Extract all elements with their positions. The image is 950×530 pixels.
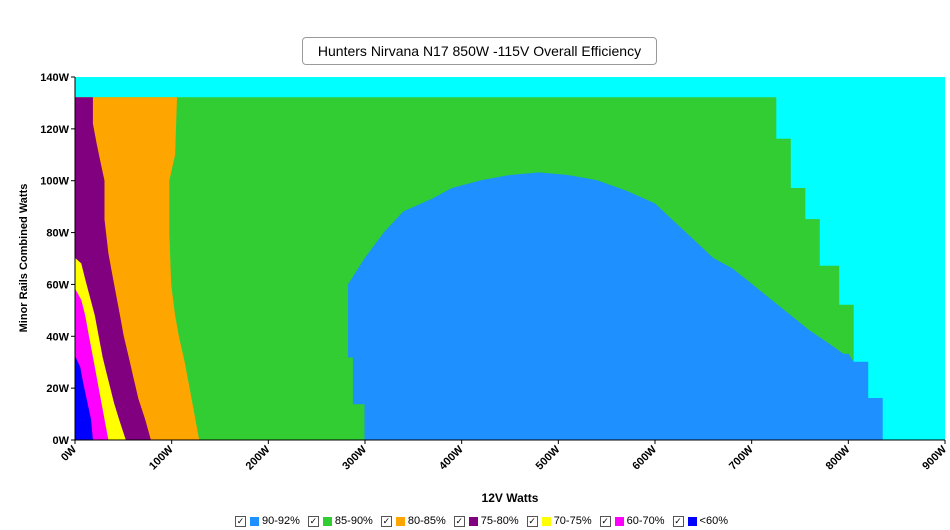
legend-swatch (541, 516, 551, 526)
legend-item[interactable]: ✓ 80-85% (380, 515, 446, 527)
legend-label: 75-80% (480, 515, 519, 527)
chart-title: Hunters Nirvana N17 850W -115V Overall E… (302, 37, 657, 65)
y-tick-label: 20W (46, 383, 69, 395)
legend-label: 60-70% (626, 515, 665, 527)
x-tick-label: 300W (340, 443, 369, 472)
legend-label: 80-85% (407, 515, 446, 527)
y-tick-label: 120W (40, 124, 69, 136)
legend-swatch (322, 516, 332, 526)
legend-label: 90-92% (262, 515, 300, 527)
x-tick-label: 200W (244, 443, 273, 472)
legend-checkbox[interactable]: ✓ (380, 515, 392, 527)
legend: ✓ 90-92% ✓ 85-90% ✓ 80-85% ✓ 75-80% ✓ 70-75% ✓ 60-7… (235, 513, 736, 529)
legend-swatch (468, 516, 478, 526)
plot-area (74, 77, 945, 441)
legend-item[interactable]: ✓ 75-80% (453, 515, 519, 527)
x-tick-label: 900W (920, 443, 949, 472)
legend-checkbox[interactable]: ✓ (599, 515, 611, 527)
y-tick-label: 0W (53, 435, 70, 447)
region-90-92 (348, 172, 883, 441)
y-tick-label: 60W (46, 279, 69, 291)
legend-checkbox[interactable]: ✓ (672, 515, 684, 527)
x-tick-label: 400W (437, 443, 466, 472)
x-tick-label: 500W (534, 443, 563, 472)
legend-swatch (395, 516, 405, 526)
y-tick-label: 140W (40, 72, 69, 84)
legend-label: 70-75% (553, 515, 592, 527)
legend-item[interactable]: ✓ 60-70% (599, 515, 665, 527)
y-axis-label: Minor Rails Combined Watts (18, 184, 30, 333)
y-tick-label: 100W (40, 176, 69, 188)
legend-checkbox[interactable]: ✓ (526, 515, 538, 527)
legend-swatch (687, 516, 697, 526)
legend-label: 85-90% (334, 515, 373, 527)
region--60 (74, 356, 93, 441)
legend-checkbox[interactable]: ✓ (307, 515, 319, 527)
x-axis-label: 12V Watts (482, 491, 539, 505)
legend-swatch (250, 516, 259, 526)
legend-label: <60% (699, 515, 728, 527)
x-tick-label: 100W (147, 443, 176, 472)
x-tick-label: 600W (630, 443, 659, 472)
y-tick-label: 80W (46, 228, 69, 240)
legend-item[interactable]: ✓ 85-90% (307, 515, 373, 527)
legend-item[interactable]: ✓ 90-92% (235, 515, 300, 527)
legend-swatch (614, 516, 624, 526)
legend-checkbox[interactable]: ✓ (235, 515, 246, 527)
legend-item[interactable]: ✓ 70-75% (526, 515, 592, 527)
x-tick-label: 700W (727, 443, 756, 472)
y-tick-label: 40W (46, 331, 69, 343)
x-tick-label: 800W (824, 443, 853, 472)
legend-item[interactable]: ✓ <60% (672, 515, 728, 527)
legend-checkbox[interactable]: ✓ (453, 515, 465, 527)
